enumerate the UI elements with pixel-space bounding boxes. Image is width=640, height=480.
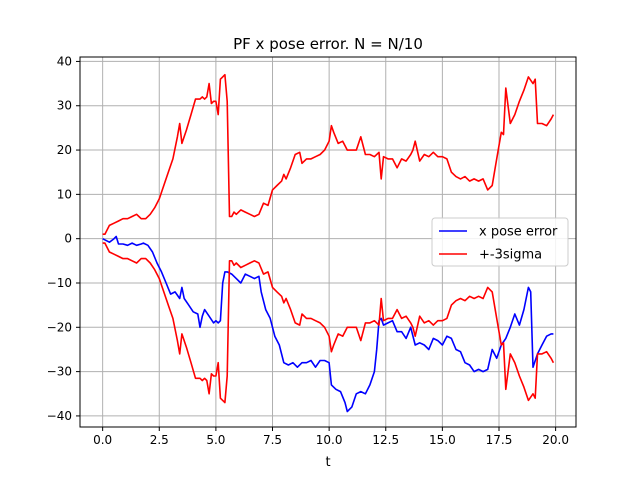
x-tick-label: 10.0: [316, 433, 343, 447]
y-tick-label: −40: [47, 409, 72, 423]
y-tick-label: −20: [47, 320, 72, 334]
y-tick-label: −30: [47, 365, 72, 379]
x-tick-label: 5.0: [206, 433, 225, 447]
plot-series: [102, 73, 555, 413]
y-tick-label: 10: [57, 187, 72, 201]
y-axis-ticks: −40 −30 −20 −10 0 10 20 30 40: [47, 54, 80, 423]
x-axis-label: t: [325, 455, 330, 470]
y-tick-label: 30: [57, 99, 72, 113]
x-tick-label: 17.5: [486, 433, 513, 447]
x-tick-label: 12.5: [372, 433, 399, 447]
x-tick-label: 15.0: [429, 433, 456, 447]
sigma-upper-line: [102, 73, 555, 235]
y-tick-label: 20: [57, 143, 72, 157]
x-tick-label: 20.0: [542, 433, 569, 447]
sigma-lower-line: [102, 242, 555, 404]
x-tick-label: 0.0: [93, 433, 112, 447]
y-tick-label: 0: [64, 232, 72, 246]
x-tick-label: 7.5: [263, 433, 282, 447]
plot-frame: [79, 56, 577, 428]
x-tick-label: 2.5: [150, 433, 169, 447]
x-pose-error-line: [102, 235, 554, 413]
y-tick-label: 40: [57, 54, 72, 68]
legend: x pose error +-3sigma: [431, 217, 569, 267]
legend-label: +-3sigma: [479, 248, 542, 263]
legend-label: x pose error: [479, 225, 558, 240]
y-tick-label: −10: [47, 276, 72, 290]
chart-title: PF x pose error. N = N/10: [233, 35, 423, 53]
x-axis-ticks: 0.0 2.5 5.0 7.5 10.0 12.5 15.0 17.5 20.0: [93, 427, 569, 447]
